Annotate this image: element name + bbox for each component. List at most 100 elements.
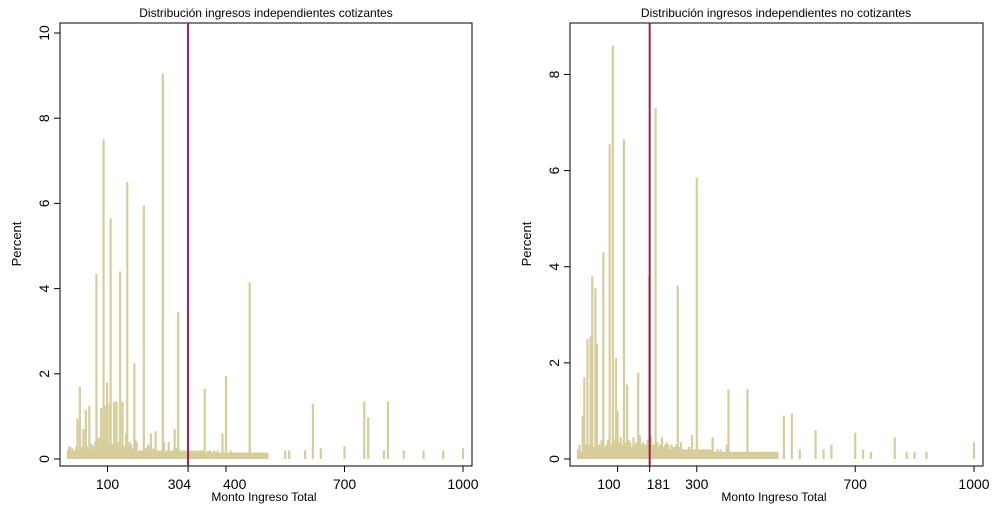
histogram-bar [676, 285, 679, 459]
histogram-bar [245, 452, 248, 459]
histogram-bar [724, 451, 727, 459]
histogram-bar [343, 446, 346, 459]
histogram-bar [210, 452, 213, 459]
histogram-bar [651, 444, 654, 459]
histogram-bar [690, 434, 694, 459]
x-axis: 100 181 300 700 1000 [597, 466, 990, 492]
x-tick-label: 181 [647, 476, 671, 492]
histogram-bar [733, 451, 736, 459]
histogram-bar [234, 452, 237, 459]
histogram-bar [608, 144, 611, 459]
histogram-bar [153, 450, 156, 459]
histogram-bar [262, 452, 266, 459]
histogram-bar [854, 432, 857, 459]
histogram-bar [442, 450, 445, 459]
histogram-bar [159, 452, 162, 459]
histogram-bar [127, 446, 130, 459]
histogram-bar [226, 452, 229, 459]
histogram-bar [602, 252, 605, 459]
histogram-bar [188, 452, 191, 459]
histogram-bar [703, 449, 706, 459]
histogram-bar [237, 452, 241, 459]
histogram-bar [83, 450, 86, 459]
histogram-bar [200, 452, 203, 459]
histogram-bar [765, 451, 768, 459]
histogram-bar [367, 417, 370, 459]
histogram-bar [668, 449, 671, 459]
histogram-bar [702, 449, 705, 459]
histogram-bar [227, 452, 230, 459]
histogram-bar [249, 452, 252, 459]
histogram-bar [170, 450, 173, 459]
histogram-bar [759, 451, 762, 459]
histogram-bar [240, 452, 243, 459]
histogram-bar [133, 363, 136, 459]
histogram-bar [695, 177, 698, 460]
histogram-bar [260, 452, 263, 459]
histogram-bar [180, 452, 183, 459]
y-tick-label: 2 [546, 359, 562, 367]
histogram-bar [755, 451, 759, 459]
histogram-bar [760, 451, 763, 459]
histogram-bar [626, 384, 629, 459]
histogram-bar [204, 452, 207, 459]
histogram-bar [722, 451, 725, 459]
histogram-bar [66, 449, 70, 459]
y-tick-label: 4 [36, 284, 52, 292]
histogram-bar [972, 442, 976, 459]
histogram-bar [692, 449, 695, 459]
x-tick-label: 304 [168, 476, 192, 492]
histogram-bar [246, 452, 249, 459]
histogram-bar [216, 450, 219, 459]
y-tick-label: 6 [36, 199, 52, 207]
histogram-bar [798, 449, 801, 459]
histogram-bar [98, 446, 102, 459]
histogram-bar [814, 430, 817, 459]
histogram-bar [687, 446, 690, 459]
histogram-bar [94, 441, 97, 459]
histogram-bar [141, 450, 144, 459]
histogram-bar [82, 429, 85, 459]
histogram-bar [248, 282, 251, 459]
histogram-bar [70, 452, 73, 459]
histogram-bar [576, 449, 580, 459]
histogram-bar [215, 452, 218, 459]
y-tick-label: 6 [546, 166, 562, 174]
histogram-bar [629, 442, 632, 459]
histogram-bar [754, 451, 757, 459]
histogram-bar [92, 448, 96, 459]
histogram-bar [725, 444, 728, 459]
histogram-bar [181, 450, 185, 459]
x-tick-label: 1000 [958, 476, 989, 492]
histogram-bar [708, 449, 711, 459]
histogram-bar [747, 451, 751, 459]
chart-title: Distribución ingresos independientes cot… [139, 6, 392, 20]
histogram-bar [638, 434, 641, 459]
histogram-bar [675, 444, 678, 459]
histogram-bar [752, 451, 755, 459]
histogram-bar [790, 413, 793, 459]
histogram-bar [213, 450, 216, 459]
histogram-bar [594, 288, 597, 459]
histogram-bar [714, 451, 717, 459]
histogram-bar [770, 451, 773, 459]
histogram-bar [241, 452, 244, 459]
x-tick-label: 100 [597, 476, 621, 492]
histogram-bar [258, 452, 261, 459]
histogram-bar [774, 451, 778, 459]
histogram-bar [736, 451, 740, 459]
histogram-bar [174, 448, 177, 459]
histogram-bar [104, 441, 108, 459]
histogram-bar [179, 450, 182, 459]
histogram-bar [129, 444, 132, 459]
histogram-bar [705, 449, 708, 459]
histogram-bar [673, 446, 676, 459]
histogram-bar [175, 450, 179, 459]
histogram-bar [198, 450, 202, 459]
histogram-bar [172, 450, 175, 459]
histogram-bar [619, 437, 622, 459]
histogram-bar [85, 446, 89, 459]
histogram-bar [142, 205, 145, 459]
histogram-bar [121, 401, 124, 459]
